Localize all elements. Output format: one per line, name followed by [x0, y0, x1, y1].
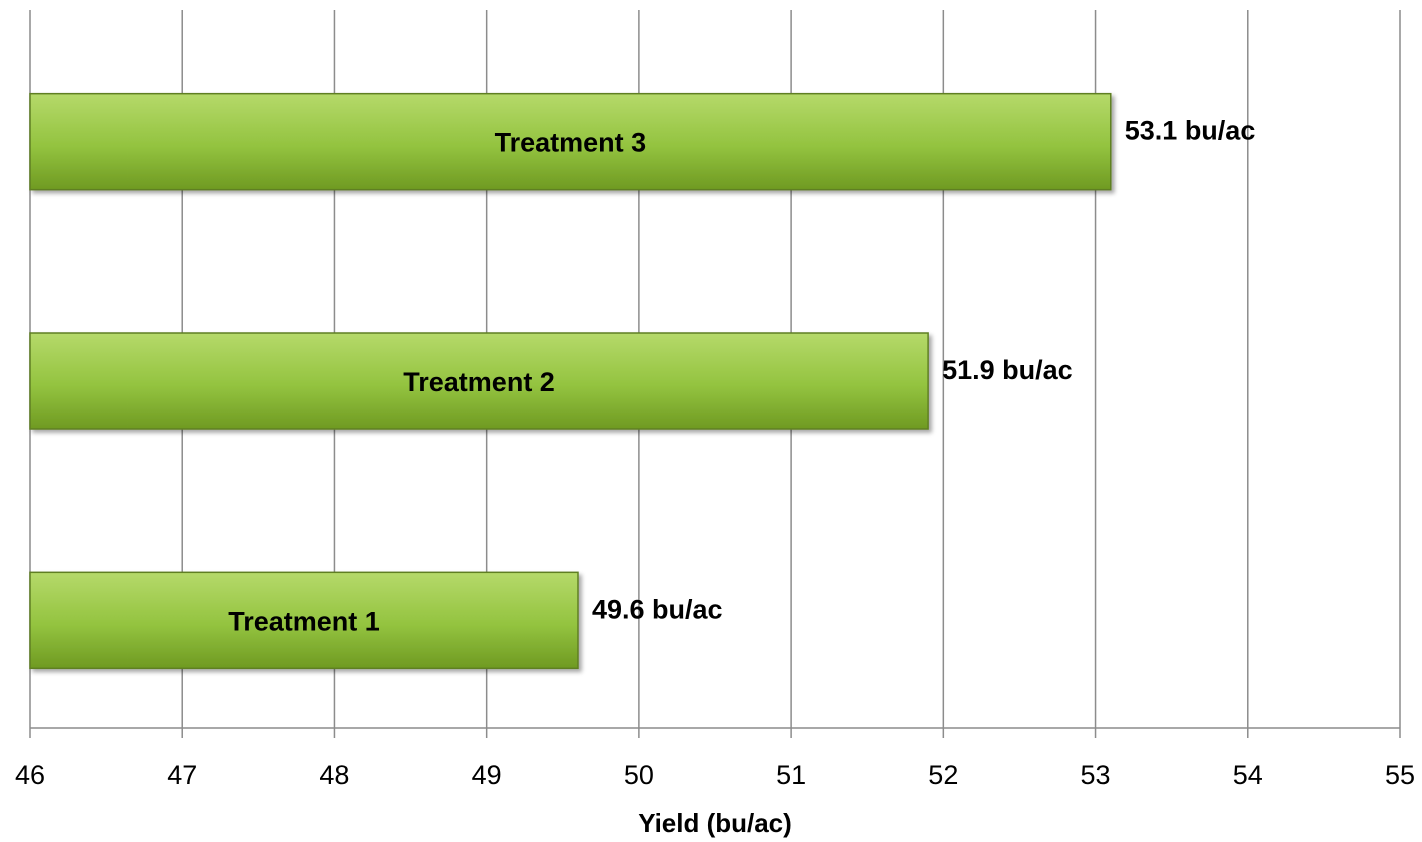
x-tick-label-53: 53: [1081, 760, 1111, 790]
x-tick-label-48: 48: [319, 760, 349, 790]
x-tick-label-47: 47: [167, 760, 197, 790]
bar-2: [29, 332, 929, 430]
x-tick-label-52: 52: [928, 760, 958, 790]
bar-value-label-2: 51.9 bu/ac: [942, 355, 1073, 385]
x-axis-title: Yield (bu/ac): [638, 808, 792, 838]
bar-value-label-3: 53.1 bu/ac: [1125, 116, 1256, 146]
bar-group-1: Treatment 1 49.6 bu/ac: [29, 571, 723, 670]
bars: Treatment 1 49.6 bu/ac Treatment 2 51.9 bu/…: [29, 92, 1256, 670]
x-tick-label-51: 51: [776, 760, 806, 790]
bar-category-label-3: Treatment 3: [495, 128, 647, 158]
bar-value-label-1: 49.6 bu/ac: [592, 594, 723, 624]
x-tick-label-54: 54: [1233, 760, 1263, 790]
bar-category-label-2: Treatment 2: [403, 367, 555, 397]
bar-1: [29, 571, 579, 670]
bar-group-2: Treatment 2 51.9 bu/ac: [29, 332, 1073, 430]
bar-group-3: Treatment 3 53.1 bu/ac: [29, 92, 1256, 191]
x-tick-label-46: 46: [15, 760, 45, 790]
x-tick-label-50: 50: [624, 760, 654, 790]
bar-3: [29, 92, 1112, 191]
x-tick-label-49: 49: [472, 760, 502, 790]
x-axis: 46 47 48 49 50 51 52 53 54 55: [15, 727, 1415, 790]
bar-category-label-1: Treatment 1: [228, 606, 380, 636]
x-tick-label-55: 55: [1385, 760, 1415, 790]
